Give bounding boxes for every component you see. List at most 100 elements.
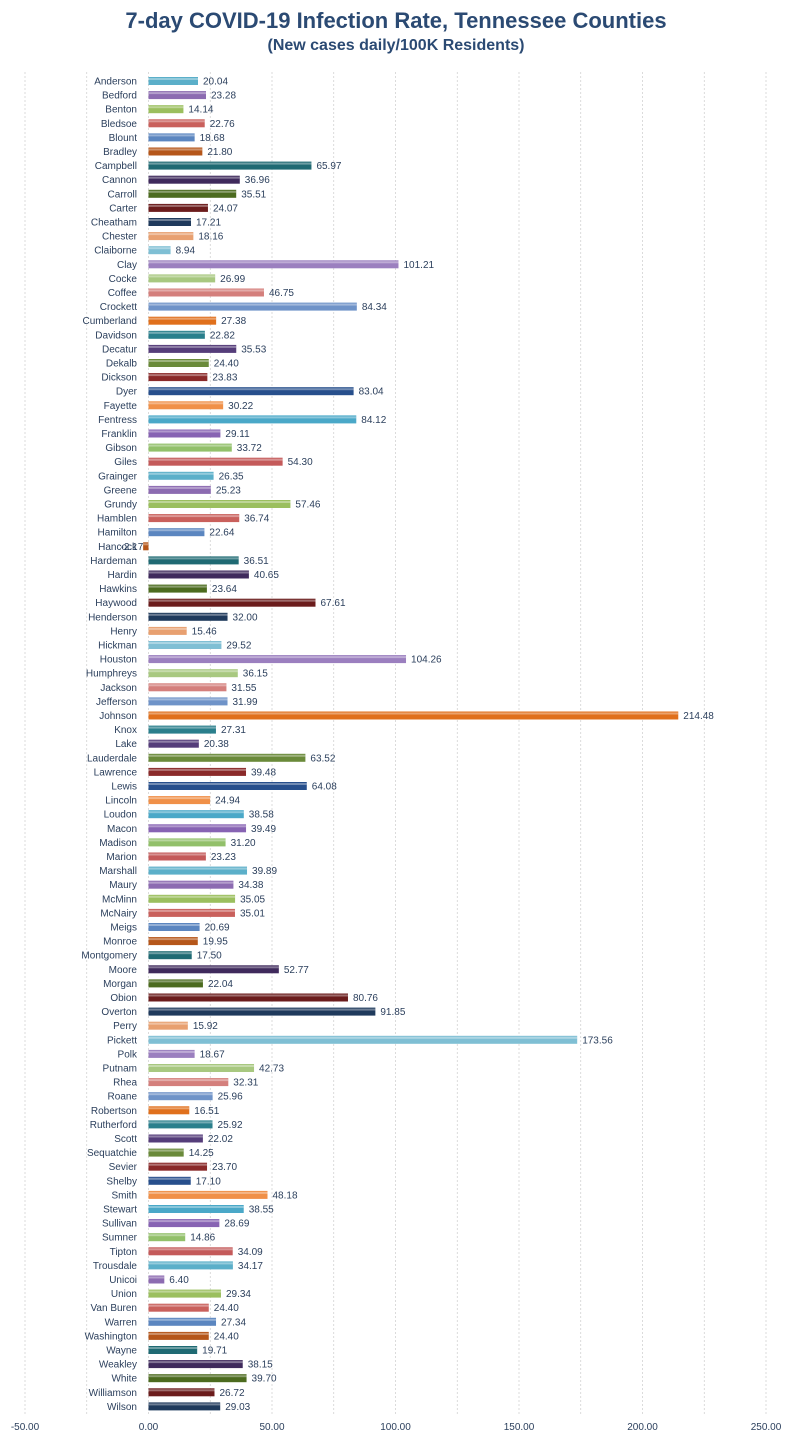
bar-highlight <box>148 1107 190 1110</box>
value-label: 20.04 <box>203 77 228 88</box>
bar-highlight <box>148 134 195 137</box>
value-label: 26.72 <box>219 1388 244 1399</box>
x-tick-label: 250.00 <box>751 1422 782 1433</box>
chart-subtitle: (New cases daily/100K Residents) <box>267 37 525 54</box>
category-label: Hamilton <box>98 528 137 539</box>
bar <box>148 908 235 917</box>
bar-highlight <box>148 1318 217 1321</box>
value-label: 15.92 <box>193 1021 218 1032</box>
bar <box>148 485 211 494</box>
category-label: Hancock <box>98 542 138 553</box>
value-label: 32.00 <box>233 612 258 623</box>
value-label: 24.07 <box>213 203 238 214</box>
category-label: Moore <box>109 965 138 976</box>
bar <box>148 401 224 410</box>
value-label: 29.11 <box>225 429 250 440</box>
bar-highlight <box>143 543 149 546</box>
value-label: 14.86 <box>190 1233 215 1244</box>
category-label: Franklin <box>101 429 137 440</box>
value-label: 101.21 <box>403 260 434 271</box>
bar <box>148 880 234 889</box>
value-label: 35.05 <box>240 894 265 905</box>
bar <box>148 203 208 212</box>
category-label: Van Buren <box>90 1303 137 1314</box>
bar-highlight <box>148 952 192 955</box>
category-label: Grainger <box>98 471 138 482</box>
category-label: Sullivan <box>102 1219 137 1230</box>
bar-highlight <box>148 416 357 419</box>
bar <box>148 514 240 523</box>
bar <box>148 1148 184 1157</box>
value-label: 36.15 <box>243 669 268 680</box>
category-label: Knox <box>114 725 137 736</box>
category-label: Scott <box>114 1134 137 1145</box>
category-label: Maury <box>109 880 137 891</box>
bar <box>148 1007 376 1016</box>
bar-highlight <box>148 867 248 870</box>
bar <box>148 612 228 621</box>
bar <box>148 1205 244 1213</box>
value-label: 38.58 <box>249 810 274 821</box>
value-label: 25.96 <box>218 1092 243 1103</box>
value-label: 27.31 <box>221 725 246 736</box>
category-label: Trousdale <box>93 1261 138 1272</box>
bar-highlight <box>148 1361 243 1364</box>
bar <box>148 500 291 508</box>
bar-highlight <box>148 1347 198 1349</box>
value-label: 22.82 <box>210 330 235 341</box>
bar <box>148 1035 578 1044</box>
bar-highlight <box>148 1403 221 1406</box>
category-label: Macon <box>107 824 137 835</box>
bar-highlight <box>148 247 171 250</box>
bar <box>148 923 200 931</box>
bar <box>148 1064 255 1072</box>
bar <box>148 641 222 649</box>
category-label: Rutherford <box>90 1120 137 1131</box>
value-label: 54.30 <box>288 457 313 468</box>
value-label: 40.65 <box>254 570 279 581</box>
value-label: 24.40 <box>214 359 239 370</box>
bar-highlight <box>148 1276 165 1279</box>
bar <box>148 1388 215 1397</box>
category-label: Meigs <box>110 923 137 934</box>
bar-highlight <box>148 909 235 912</box>
category-label: Sevier <box>109 1162 138 1173</box>
bar <box>148 937 198 946</box>
value-label: 27.34 <box>221 1317 246 1328</box>
category-label: Clay <box>117 260 137 271</box>
bar <box>148 218 192 226</box>
bar-highlight <box>148 458 283 461</box>
bar-highlight <box>148 1389 215 1392</box>
bar-highlight <box>148 1065 255 1067</box>
category-label: Cheatham <box>91 218 137 229</box>
value-label: 20.38 <box>204 739 229 750</box>
category-label: Jackson <box>100 683 137 694</box>
bar-highlight <box>148 1022 188 1025</box>
bar-highlight <box>148 740 199 743</box>
bar <box>148 1317 217 1326</box>
value-label: 29.03 <box>225 1402 250 1413</box>
bar <box>148 1275 165 1284</box>
bar <box>148 1402 221 1411</box>
value-label: 17.10 <box>196 1176 221 1187</box>
category-label: Hardin <box>108 570 137 581</box>
value-label: 26.99 <box>220 274 245 285</box>
value-label: 19.71 <box>202 1346 227 1357</box>
category-label: Henry <box>110 626 137 637</box>
value-label: 39.49 <box>251 824 276 835</box>
value-label: 35.01 <box>240 908 265 919</box>
bar-highlight <box>148 1177 191 1180</box>
bar <box>148 1021 188 1030</box>
value-label: 16.51 <box>194 1106 219 1117</box>
bar <box>148 387 354 396</box>
category-label: Montgomery <box>81 951 137 962</box>
bar <box>148 697 228 706</box>
category-label: Marshall <box>99 866 137 877</box>
bar <box>148 753 306 762</box>
value-label: 31.99 <box>233 697 258 708</box>
bar <box>148 979 203 988</box>
category-label: Carroll <box>108 189 137 200</box>
value-label: 84.12 <box>361 415 386 426</box>
bar-highlight <box>148 712 679 715</box>
bar <box>148 894 236 903</box>
